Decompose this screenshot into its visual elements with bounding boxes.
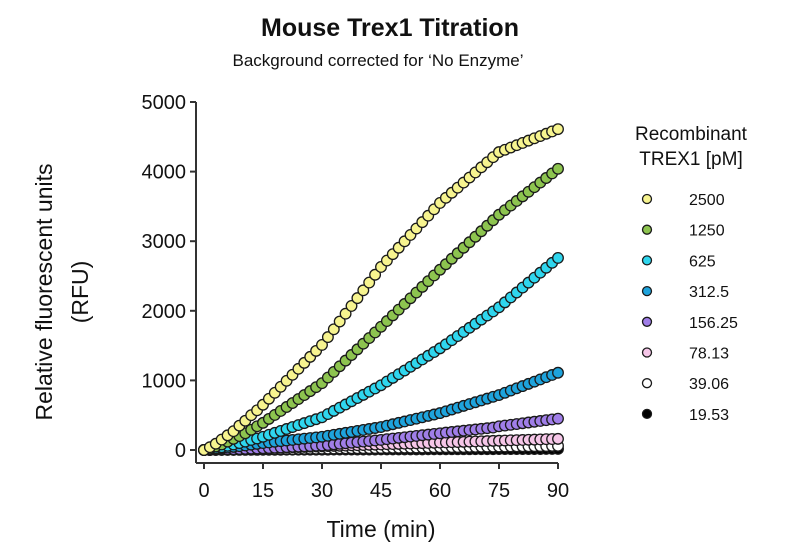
x-tick-label: 0 [198,480,209,502]
legend-label: 2500 [689,192,725,209]
data-point [552,251,564,264]
legend-item: 625 [641,253,716,270]
legend-marker-icon [641,316,653,327]
data-point [345,299,358,312]
legend-item: 39.06 [641,376,729,393]
x-tick-label: 75 [488,480,510,502]
data-point [552,162,564,175]
legend-title-line2: TREX1 [pM] [639,149,742,170]
chart-title: Mouse Trex1 Titration [261,14,519,42]
legend-label: 19.53 [689,407,729,424]
x-tick-label: 60 [429,480,451,502]
data-point [552,432,564,445]
legend-label: 156.25 [689,315,738,332]
data-point [321,331,334,344]
data-point [552,366,564,379]
legend-label: 78.13 [689,346,729,363]
data-point [552,123,564,136]
x-axis-label: Time (min) [326,516,435,542]
series-1250 [198,162,564,456]
data-point [357,284,370,297]
data-point [363,276,376,289]
y-tick-label: 3000 [142,231,187,253]
legend-marker-icon [641,285,653,297]
series-312.5 [198,366,564,456]
y-tick-label: 4000 [142,162,187,184]
legend-item: 19.53 [641,407,729,424]
data-point [327,323,340,336]
legend-item: 78.13 [641,346,729,363]
data-point [351,292,364,305]
legend-item: 312.5 [641,284,729,301]
legend-item: 2500 [641,192,725,209]
data-point [552,412,564,425]
chart-subtitle: Background corrected for ‘No Enzyme’ [232,51,523,70]
x-tick-label: 45 [370,480,392,502]
data-point [316,338,328,351]
data-point [333,315,346,328]
legend-label: 39.06 [689,376,729,393]
legend-label: 1250 [689,223,725,240]
legend-item: 1250 [641,223,725,240]
legend-marker-icon [641,378,653,389]
legend-marker-icon [641,224,653,235]
data-point [369,268,382,281]
x-tick-label: 30 [311,480,333,502]
legend-marker-icon [641,193,653,205]
y-axis-label-line1: Relative fluorescent units [31,164,57,421]
x-tick-label: 90 [547,480,569,502]
legend-label: 312.5 [689,284,729,301]
legend-item: 156.25 [641,315,738,332]
y-tick-label: 0 [175,440,186,462]
y-axis-label-line2: (RFU) [67,261,93,324]
y-tick-label: 1000 [142,370,187,392]
legend-marker-icon [641,255,653,266]
legend-marker-icon [641,347,653,358]
y-tick-label: 5000 [142,92,187,114]
series-2500 [198,123,564,456]
data-point [339,307,352,320]
y-tick-label: 2000 [142,301,187,323]
legend-title-line1: Recombinant [635,124,748,145]
legend-marker-icon [641,408,653,420]
legend-label: 625 [689,253,716,270]
x-tick-label: 15 [252,480,274,502]
